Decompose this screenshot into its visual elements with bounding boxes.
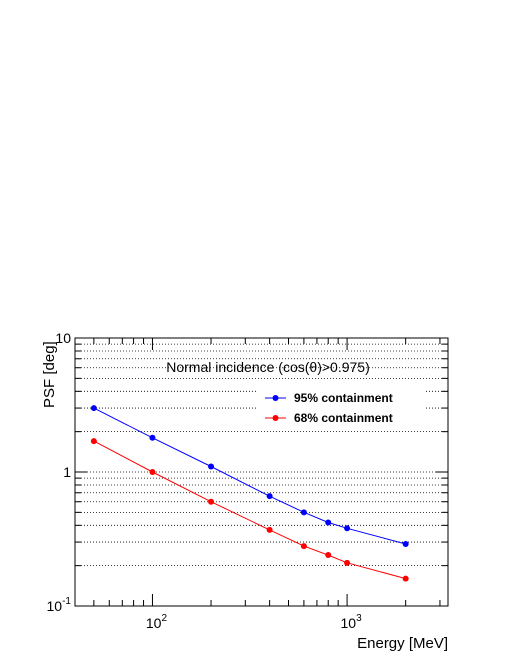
data-point <box>402 541 409 548</box>
x-tick-label-exponent: 2 <box>161 613 167 624</box>
x-tick-label-base: 10 <box>146 615 162 631</box>
data-point <box>300 543 307 550</box>
y-tick-label-base: 10 <box>47 598 63 614</box>
legend-marker-2 <box>272 415 279 421</box>
series-line-1 <box>93 407 406 545</box>
legend-label-2: 68% containment <box>294 411 393 425</box>
data-point <box>344 559 351 566</box>
y-axis-title: PSF [deg] <box>41 341 58 408</box>
data-point <box>208 463 215 470</box>
data-point <box>325 519 332 526</box>
x-tick-label: 103 <box>341 613 363 631</box>
legend-marker-1 <box>272 395 279 401</box>
data-point <box>344 525 351 532</box>
legend-label-1: 95% containment <box>294 391 393 405</box>
legend-background <box>258 384 424 430</box>
x-tick-label-exponent: 3 <box>356 613 362 624</box>
data-point <box>90 438 97 445</box>
annotation-text: Normal incidence (cos(θ)>0.975) <box>166 359 369 375</box>
y-tick-label: 10 <box>55 330 71 346</box>
data-point <box>300 509 307 516</box>
data-point <box>266 526 273 533</box>
y-tick-label: 1 <box>63 464 71 480</box>
series-line-2 <box>93 440 406 580</box>
legend: 95% containment 68% containment <box>258 384 424 430</box>
data-point <box>208 498 215 505</box>
y-tick-label-base: 1 <box>63 464 71 480</box>
series <box>90 405 409 582</box>
data-point <box>149 469 156 475</box>
data-point <box>266 493 273 500</box>
data-point <box>149 434 156 441</box>
y-tick-label-base: 10 <box>55 330 71 346</box>
data-point <box>90 405 97 412</box>
x-tick-label: 102 <box>146 613 168 631</box>
x-axis-title: Energy [MeV] <box>357 635 448 652</box>
data-point <box>402 575 409 582</box>
data-point <box>325 552 332 559</box>
x-tick-label-base: 10 <box>341 615 357 631</box>
y-tick-label: 10-1 <box>47 596 72 614</box>
y-tick-label-exponent: -1 <box>62 596 71 607</box>
